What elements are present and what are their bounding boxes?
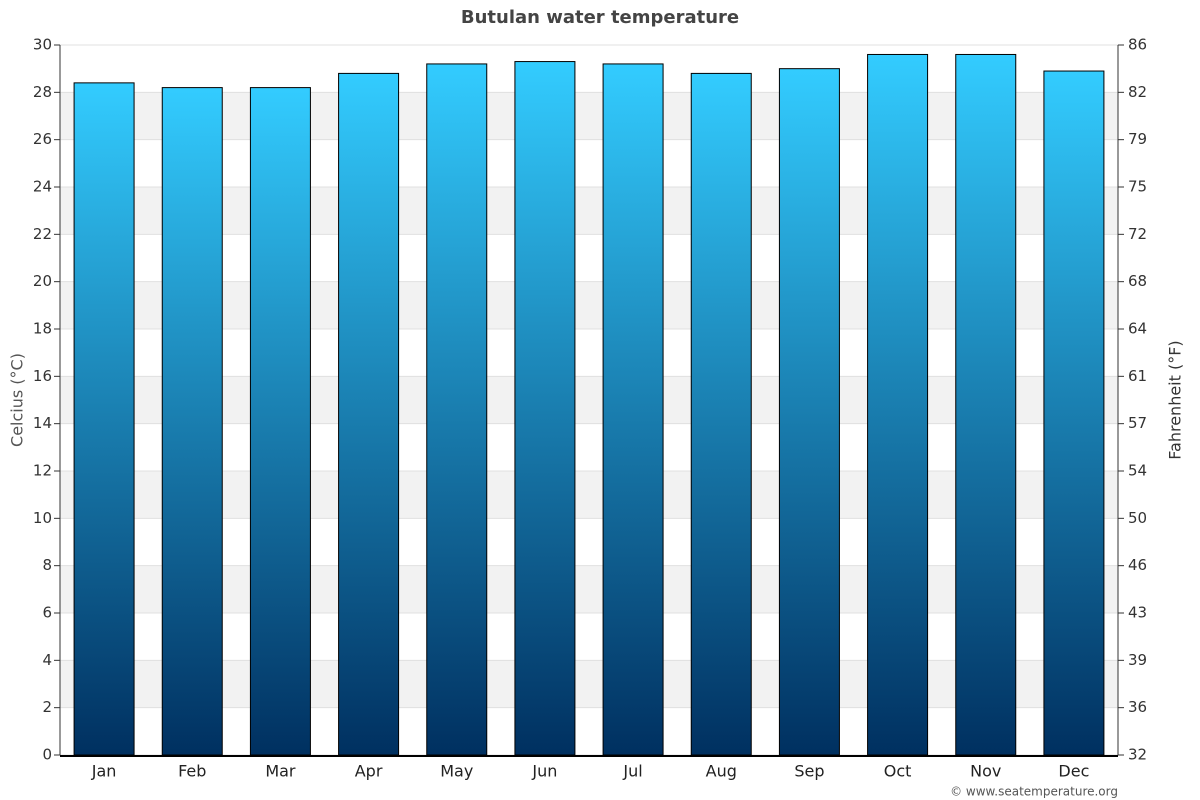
y2-tick-label: 46	[1128, 556, 1147, 574]
chart-title: Butulan water temperature	[461, 7, 739, 28]
bar	[338, 72, 400, 756]
y2-tick-label: 75	[1128, 178, 1147, 196]
x-tick-label: Jan	[91, 762, 117, 781]
y2-tick-label: 50	[1128, 509, 1147, 527]
x-tick-label: Apr	[355, 762, 383, 781]
y-tick-label: 28	[33, 83, 52, 101]
y-tick-label: 18	[33, 320, 52, 338]
y2-tick-label: 57	[1128, 414, 1147, 432]
bar	[249, 87, 311, 756]
grid-band	[60, 471, 1118, 519]
y-tick-label: 10	[33, 509, 52, 527]
y2-tick-label: 72	[1128, 225, 1147, 243]
x-tick-label: Dec	[1058, 762, 1089, 781]
grid-band	[60, 187, 1118, 235]
source: © www.seatemperature.org	[950, 785, 1118, 799]
y2-tick-label: 43	[1128, 604, 1147, 622]
grid-band	[60, 660, 1118, 708]
x-tick-label: Aug	[706, 762, 737, 781]
y-tick-label: 12	[33, 462, 52, 480]
grid-band	[60, 92, 1118, 140]
y-tick-label: 14	[33, 414, 52, 432]
bar	[426, 63, 488, 756]
y2-tick-label: 61	[1128, 367, 1147, 385]
y2-tick-label: 82	[1128, 83, 1147, 101]
y-tick-label: 30	[33, 36, 52, 54]
y2-tick-label: 32	[1128, 746, 1147, 764]
x-tick-label: Jun	[531, 762, 557, 781]
bar	[73, 82, 135, 756]
bar	[161, 87, 223, 756]
y-tick-label: 22	[33, 225, 52, 243]
x-tick-label: Sep	[794, 762, 824, 781]
y-tick-label: 20	[33, 272, 52, 290]
grid-band	[60, 376, 1118, 424]
y2-tick-label: 86	[1128, 36, 1147, 54]
x-tick-label: Mar	[265, 762, 296, 781]
bar	[514, 61, 576, 756]
x-tick-label: Nov	[970, 762, 1001, 781]
y2-tick-label: 64	[1128, 320, 1147, 338]
y-tick-label: 16	[33, 367, 52, 385]
bar	[602, 63, 664, 756]
y-tick-label: 6	[42, 604, 52, 622]
bar	[1043, 70, 1105, 756]
y2-tick-label: 68	[1128, 272, 1147, 290]
y2-tick-label: 54	[1128, 462, 1147, 480]
y-tick-label: 2	[42, 698, 52, 716]
x-tick-label: Oct	[884, 762, 912, 781]
y-tick-label: 4	[42, 651, 52, 669]
x-tick-label: May	[440, 762, 473, 781]
grid-band	[60, 281, 1118, 329]
y2-axis-label: Fahrenheit (°F)	[1166, 340, 1185, 459]
bar	[867, 53, 929, 756]
x-tick-label: Feb	[178, 762, 206, 781]
y-axis-label: Celcius (°C)	[8, 353, 27, 447]
y2-tick-label: 79	[1128, 130, 1147, 148]
y-tick-label: 26	[33, 130, 52, 148]
y2-tick-label: 39	[1128, 651, 1147, 669]
bar	[690, 72, 752, 756]
x-tick-label: Jul	[622, 762, 642, 781]
grid-band	[60, 565, 1118, 613]
bar	[955, 53, 1017, 756]
y-tick-label: 8	[42, 556, 52, 574]
y-tick-label: 24	[33, 178, 52, 196]
y2-tick-label: 36	[1128, 698, 1147, 716]
bar	[778, 68, 840, 756]
y-tick-label: 0	[42, 746, 52, 764]
